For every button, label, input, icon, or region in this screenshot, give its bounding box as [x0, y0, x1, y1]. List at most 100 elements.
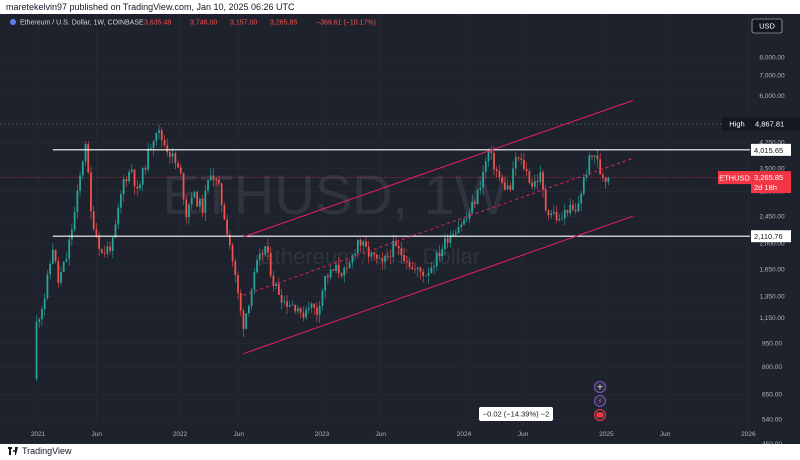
candle-body — [62, 261, 65, 273]
plus-event-icon[interactable] — [594, 381, 606, 393]
candle-body — [574, 209, 577, 212]
candle-body — [324, 275, 327, 291]
price-tick-label: 8,000.00 — [759, 55, 785, 62]
candle-body — [463, 219, 465, 225]
candle-body — [422, 271, 425, 276]
price-tick-label: 2,450.00 — [759, 213, 785, 220]
candle-body — [386, 256, 389, 258]
candle-body — [449, 235, 452, 243]
candle-body — [228, 234, 231, 246]
candle-body — [174, 153, 177, 164]
price-tick-label: 1,650.00 — [759, 267, 785, 274]
candle-body — [346, 267, 348, 269]
candle-body — [234, 261, 237, 276]
candle-body — [68, 239, 71, 259]
candle-body — [419, 267, 422, 272]
candle-body — [297, 308, 299, 312]
candle-body — [92, 211, 95, 230]
candle-body — [490, 150, 493, 153]
candle-body — [465, 218, 468, 220]
candle-body — [41, 309, 43, 320]
candle-body — [425, 275, 427, 277]
candle-body — [76, 190, 79, 213]
candle-body — [128, 171, 130, 182]
candle-body — [277, 283, 280, 295]
ethereum-logo-icon — [10, 19, 16, 25]
candle-body — [71, 229, 73, 240]
candle-body — [376, 254, 378, 259]
measure-tool-label[interactable]: −0.02 (−14.39%) −2 — [479, 407, 553, 421]
candle-body — [487, 150, 490, 162]
candle-body — [177, 163, 179, 168]
candle-body — [395, 240, 397, 246]
price-tick-label: 950.00 — [762, 341, 782, 348]
candle-body — [283, 301, 286, 303]
candle-body — [593, 155, 596, 157]
channel-midline — [243, 157, 634, 296]
candle-body — [547, 210, 550, 216]
candle-body — [452, 234, 455, 236]
candle-body — [468, 213, 471, 219]
candle-body — [190, 197, 193, 205]
candle-body — [158, 130, 160, 133]
candlestick-series — [35, 124, 610, 382]
price-tick-label: 3,500.00 — [759, 166, 785, 173]
candle-body — [261, 253, 264, 255]
chart-events[interactable]: + ⚡ — [594, 381, 606, 421]
candle-body — [340, 273, 343, 276]
time-axis[interactable]: 2021 Jun 2022 Jun 2023 Jun 2024 Jun 2025 Jun 2026 — [31, 431, 756, 438]
candle-body — [359, 239, 362, 246]
candle-body — [103, 252, 106, 254]
time-tick-label: 2026 — [741, 431, 756, 438]
candle-body — [580, 193, 583, 204]
legend-close: 3,265.85 — [270, 20, 297, 27]
candle-body — [250, 289, 253, 306]
currency-badge[interactable]: USD — [751, 18, 783, 34]
candle-body — [179, 167, 182, 174]
candle-body — [201, 198, 204, 213]
candle-body — [147, 148, 150, 170]
candle-body — [310, 303, 313, 309]
time-tick-label: Jun — [518, 431, 529, 438]
candle-body — [299, 308, 302, 313]
candle-body — [272, 275, 275, 287]
candle-body — [517, 157, 520, 159]
candle-body — [226, 219, 229, 235]
channel-lower-line — [243, 215, 634, 355]
time-tick-label: Jun — [660, 431, 671, 438]
chart-canvas[interactable]: ETHUSD, 1W Ethereum / U.S. Dollar Ethere… — [0, 14, 800, 444]
candle-body — [155, 132, 158, 142]
candle-body — [495, 169, 498, 172]
candle-body — [444, 238, 446, 249]
last-price-value: 3,265.85 — [754, 173, 783, 182]
legend-high: 3,746.00 — [190, 20, 217, 27]
legend-low: 3,157.00 — [230, 20, 257, 27]
candle-body — [242, 310, 245, 329]
candle-body — [471, 201, 474, 214]
candle-body — [329, 269, 332, 278]
candle-body — [220, 183, 223, 205]
price-tick-label: 1,150.00 — [759, 315, 785, 322]
candle-body — [514, 157, 517, 169]
candle-body — [38, 319, 41, 322]
candle-body — [149, 148, 152, 149]
currency-label: USD — [759, 22, 775, 31]
candle-body — [169, 152, 171, 157]
tradingview-logo[interactable]: TradingView — [8, 446, 72, 456]
candle-body — [528, 171, 531, 183]
price-tick-label: 2,000.00 — [759, 241, 785, 248]
tradingview-logo-icon — [8, 447, 18, 455]
candle-body — [512, 168, 514, 190]
candle-body — [316, 307, 318, 315]
candle-body — [60, 272, 62, 283]
candle-body — [204, 190, 207, 213]
price-tick-label: 6,000.00 — [759, 93, 785, 100]
candle-body — [572, 204, 574, 210]
candle-body — [245, 313, 248, 329]
candle-body — [122, 179, 125, 195]
lightning-event-icon[interactable] — [594, 395, 606, 407]
watermark-symbol: ETHUSD, 1W — [162, 163, 507, 226]
price-tick-label: 1,350.00 — [759, 294, 785, 301]
candle-body — [356, 239, 359, 254]
legend-change: −369.61 (−10.17%) — [316, 20, 376, 27]
